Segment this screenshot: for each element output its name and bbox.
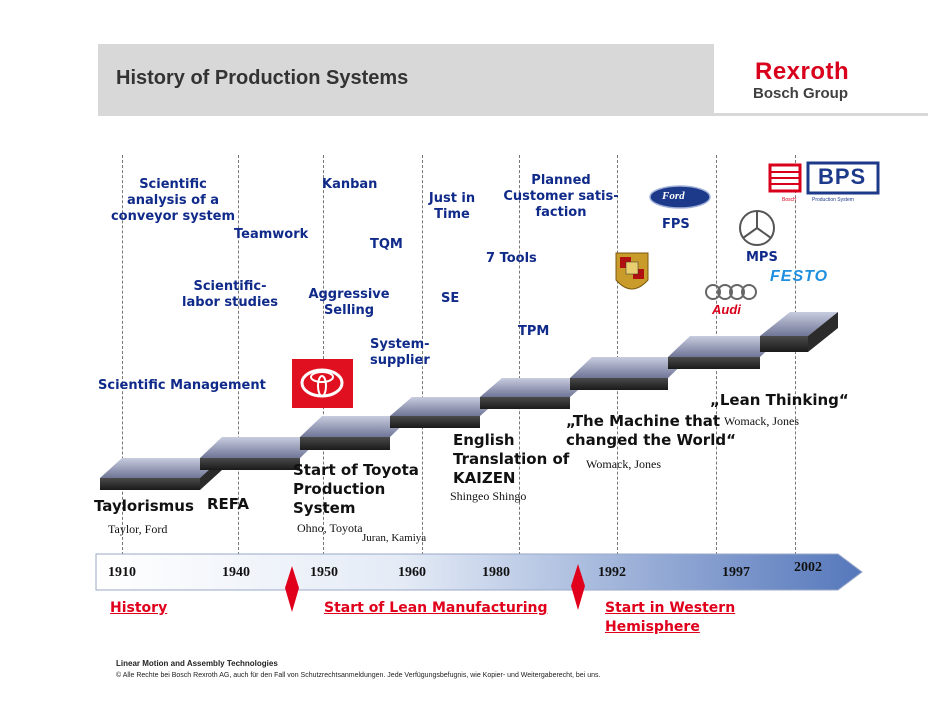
ford-logo xyxy=(649,185,711,209)
taylorismus-label: Taylorismus xyxy=(94,497,194,515)
rexroth-logo: Rexroth xyxy=(755,58,850,85)
scientific-analysis-label: Scientific analysis of a conveyor system xyxy=(110,177,236,224)
seven-tools-label: 7 Tools xyxy=(486,251,537,266)
footer-copyright: © Alle Rechte bei Bosch Rexroth AG, auch… xyxy=(116,672,601,679)
phase-lean-manufacturing: Start of Lean Manufacturing xyxy=(324,600,548,616)
ohno-toyota-label: Ohno, Toyota xyxy=(297,521,363,535)
year-2002: 2002 xyxy=(794,560,822,575)
step-1997 xyxy=(668,336,782,369)
mps-label: MPS xyxy=(746,250,778,265)
year-line xyxy=(617,155,618,555)
kaizen-label: English Translation of KAIZEN xyxy=(453,431,570,487)
scientific-labor-label: Scientific- labor studies xyxy=(182,279,278,310)
year-1980: 1980 xyxy=(482,565,510,580)
planned-customer-satisfaction-label: Planned Customer satis- faction xyxy=(503,173,619,220)
tqm-label: TQM xyxy=(370,237,403,252)
year-line xyxy=(323,155,324,555)
bps-logo-text: BPS xyxy=(818,164,867,189)
tpm-label: TPM xyxy=(518,324,550,339)
lean-thinking-label: „Lean Thinking“ xyxy=(710,391,849,409)
system-supplier-label: System- supplier xyxy=(370,337,430,368)
step-1910 xyxy=(100,458,222,490)
brand-area xyxy=(714,44,928,116)
header-bar xyxy=(98,44,714,116)
kanban-label: Kanban xyxy=(322,177,378,192)
mercedes-logo xyxy=(739,210,775,246)
refa-label: REFA xyxy=(207,495,249,513)
machine-label: „The Machine that changed the World“ xyxy=(566,412,736,449)
taylor-ford-label: Taylor, Ford xyxy=(108,522,168,536)
se-label: SE xyxy=(441,291,460,306)
tps-label: Start of Toyota Production System xyxy=(293,461,419,517)
fps-label: FPS xyxy=(662,217,690,232)
just-in-time-label: Just in Time xyxy=(428,191,476,222)
audi-logo xyxy=(705,284,757,300)
year-line xyxy=(122,155,123,555)
page-title: History of Production Systems xyxy=(116,67,409,89)
bosch-group-label: Bosch Group xyxy=(753,85,849,102)
year-1940: 1940 xyxy=(222,565,250,580)
marker-diamond xyxy=(571,564,585,610)
step-1950 xyxy=(300,416,412,450)
step-2002 xyxy=(760,312,838,352)
year-1997: 1997 xyxy=(722,565,750,580)
year-line xyxy=(795,155,796,555)
aggressive-selling-label: Aggressive Selling xyxy=(308,287,390,318)
audi-logo-text: Audi xyxy=(712,302,741,317)
ford-logo-text: Ford xyxy=(662,190,685,202)
year-line xyxy=(238,155,239,555)
marker-diamond xyxy=(285,566,299,612)
scientific-management-label: Scientific Management xyxy=(98,378,266,393)
juran-kamiya-label: Juran, Kamiya xyxy=(362,532,427,544)
festo-logo: FESTO xyxy=(770,268,829,285)
shingo-label: Shingeo Shingo xyxy=(450,489,527,503)
step-1992 xyxy=(570,357,690,390)
year-line xyxy=(519,155,520,555)
year-1950: 1950 xyxy=(310,565,338,580)
year-line xyxy=(422,155,423,555)
step-1980 xyxy=(480,378,592,409)
phase-western-hemisphere: Start in Western Hemisphere xyxy=(605,600,736,635)
teamwork-label: Teamwork xyxy=(234,227,309,242)
phase-history: History xyxy=(110,600,168,616)
year-1960: 1960 xyxy=(398,565,426,580)
step-1960 xyxy=(390,397,502,428)
womack-jones-2-label: Womack, Jones xyxy=(724,414,800,428)
womack-jones-1-label: Womack, Jones xyxy=(586,457,662,471)
year-1992: 1992 xyxy=(598,565,626,580)
bps-logo-box xyxy=(806,161,880,195)
footer-division: Linear Motion and Assembly Technologies xyxy=(116,659,278,668)
year-1910: 1910 xyxy=(108,565,136,580)
bps-sub-ps: Production System xyxy=(812,197,854,203)
step-1940 xyxy=(200,437,322,470)
bps-sub-bosch: Bosch xyxy=(782,197,796,203)
